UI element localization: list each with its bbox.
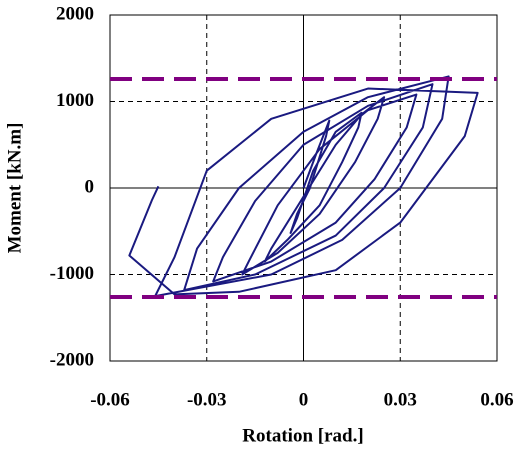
y-tick-label: 2000 [56,3,94,24]
x-axis-label: Rotation [rad.] [242,425,363,446]
y-tick-label: -1000 [50,263,94,284]
y-tick-label: 1000 [56,90,94,111]
hysteresis-curve [128,75,479,298]
y-tick-label: 0 [85,176,95,197]
x-tick-label: 0.06 [480,389,513,410]
x-tick-label: 0.03 [384,389,417,410]
y-tick-label: -2000 [50,349,94,370]
x-tick-label: 0 [299,389,309,410]
x-tick-label: -0.03 [187,389,227,410]
x-tick-label: -0.06 [90,389,130,410]
y-axis-label: Moment [kN.m] [4,123,25,254]
